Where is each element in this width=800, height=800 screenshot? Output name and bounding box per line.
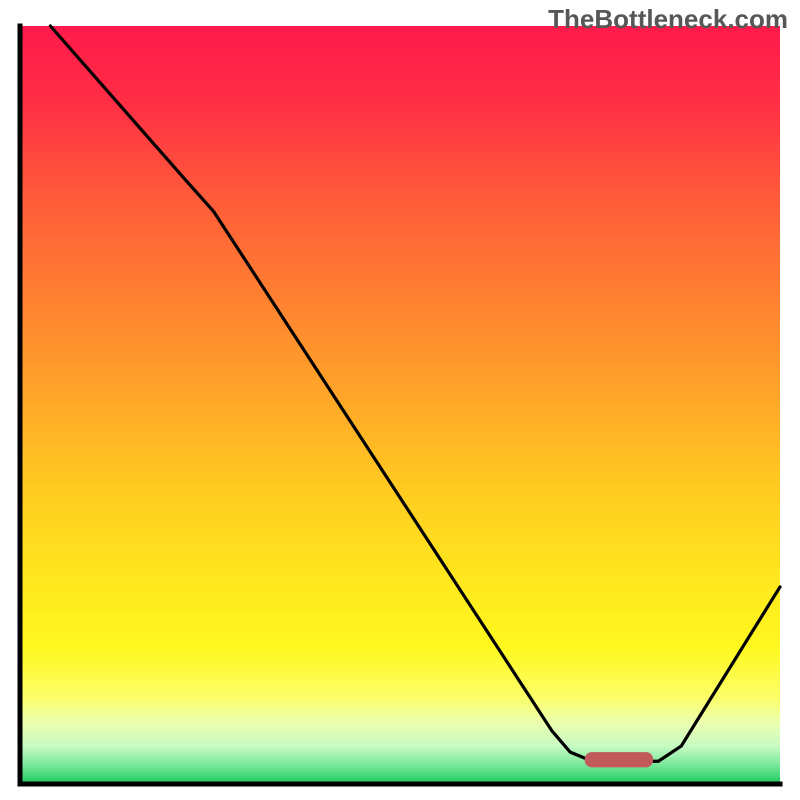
chart-stage: TheBottleneck.com xyxy=(0,0,800,800)
watermark-text: TheBottleneck.com xyxy=(548,4,788,35)
optimal-range-marker xyxy=(585,752,653,767)
gradient-background xyxy=(20,26,780,784)
bottleneck-chart xyxy=(0,0,800,800)
